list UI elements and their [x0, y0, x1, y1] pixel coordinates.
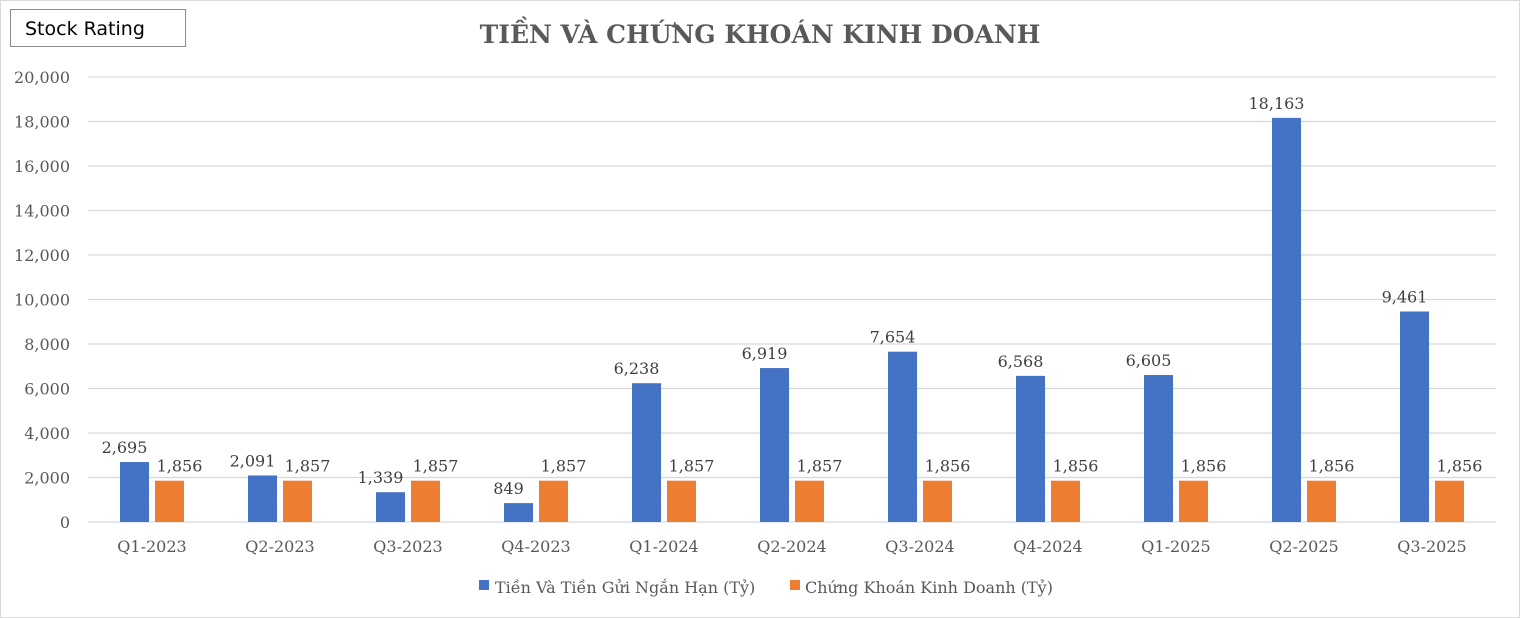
data-label: 1,857 — [541, 457, 587, 476]
bar-securities — [283, 480, 312, 522]
bar-securities — [1435, 480, 1464, 522]
data-label: 1,857 — [413, 457, 459, 476]
x-tick-label: Q2-2025 — [1269, 537, 1338, 556]
y-tick-label: 12,000 — [14, 246, 70, 265]
legend-label-cash: Tiền Và Tiền Gửi Ngắn Hạn (Tỷ) — [495, 578, 755, 597]
data-label: 1,856 — [1309, 457, 1355, 476]
legend-swatch-cash — [479, 580, 489, 590]
y-tick-label: 14,000 — [14, 202, 70, 221]
bar-cash — [1272, 117, 1301, 522]
data-label: 1,339 — [358, 468, 404, 487]
x-tick-label: Q4-2024 — [1013, 537, 1082, 556]
x-tick-label: Q3-2024 — [885, 537, 954, 556]
data-label: 6,238 — [614, 359, 660, 378]
data-labels: 2,695 1,856 2,091 1,857 1,339 1,857 849 1,857 6,… — [102, 94, 1483, 498]
data-label: 6,568 — [998, 352, 1044, 371]
x-tick-label: Q3-2023 — [373, 537, 442, 556]
legend-label-securities: Chứng Khoán Kinh Doanh (Tỷ) — [805, 578, 1053, 597]
x-tick-label: Q3-2025 — [1397, 537, 1466, 556]
legend: Tiền Và Tiền Gửi Ngắn Hạn (Tỷ) Chứng Kho… — [479, 578, 1053, 597]
x-tick-label: Q2-2023 — [245, 537, 314, 556]
stock-rating-badge: Stock Rating — [10, 9, 186, 47]
x-tick-label: Q1-2024 — [629, 537, 698, 556]
data-label: 1,856 — [157, 457, 203, 476]
bar-cash — [1400, 311, 1429, 522]
data-label: 1,857 — [285, 457, 331, 476]
bar-cash — [248, 475, 277, 522]
gridlines — [88, 76, 1496, 523]
data-label: 6,605 — [1126, 351, 1172, 370]
data-label: 1,857 — [797, 457, 843, 476]
y-tick-label: 2,000 — [24, 469, 70, 488]
x-tick-label: Q4-2023 — [501, 537, 570, 556]
bar-cash — [888, 351, 917, 522]
data-label: 7,654 — [870, 328, 916, 347]
bar-securities — [1051, 480, 1080, 522]
bar-cash — [760, 368, 789, 522]
bar-securities — [1307, 480, 1336, 522]
data-label: 2,695 — [102, 438, 148, 457]
y-tick-label: 10,000 — [14, 291, 70, 310]
data-label: 6,919 — [742, 344, 788, 363]
bar-securities — [411, 480, 440, 522]
bar-cash — [1144, 375, 1173, 522]
data-label: 1,856 — [1437, 457, 1483, 476]
x-tick-label: Q2-2024 — [757, 537, 826, 556]
x-tick-label: Q1-2025 — [1141, 537, 1210, 556]
x-axis: Q1-2023 Q2-2023 Q3-2023 Q4-2023 Q1-2024 Q2-20… — [117, 537, 1466, 556]
data-label: 1,856 — [1181, 457, 1227, 476]
y-axis: 0 2,000 4,000 6,000 8,000 10,000 12,000 14,000 1… — [14, 68, 70, 532]
y-tick-label: 6,000 — [24, 380, 70, 399]
bar-securities — [923, 480, 952, 522]
y-tick-label: 8,000 — [24, 335, 70, 354]
data-label: 9,461 — [1382, 287, 1428, 306]
bar-cash — [504, 503, 533, 522]
y-tick-label: 4,000 — [24, 424, 70, 443]
y-tick-label: 20,000 — [14, 68, 70, 87]
bar-securities — [1179, 480, 1208, 522]
bar-cash — [1016, 375, 1045, 522]
y-tick-label: 0 — [60, 513, 70, 532]
bar-securities — [539, 480, 568, 522]
chart-title: TIỀN VÀ CHỨNG KHOÁN KINH DOANH — [480, 17, 1041, 49]
y-tick-label: 16,000 — [14, 157, 70, 176]
data-label: 849 — [493, 479, 524, 498]
data-label: 1,857 — [669, 457, 715, 476]
y-tick-label: 18,000 — [14, 113, 70, 132]
bar-cash — [376, 492, 405, 522]
legend-swatch-securities — [790, 580, 800, 590]
bar-cash — [632, 383, 661, 522]
data-label: 1,856 — [1053, 457, 1099, 476]
bars — [120, 117, 1464, 522]
bar-securities — [667, 480, 696, 522]
bar-cash — [120, 462, 149, 522]
bar-securities — [155, 480, 184, 522]
x-tick-label: Q1-2023 — [117, 537, 186, 556]
data-label: 1,856 — [925, 457, 971, 476]
bar-securities — [795, 480, 824, 522]
data-label: 2,091 — [230, 451, 276, 470]
data-label: 18,163 — [1249, 94, 1305, 113]
